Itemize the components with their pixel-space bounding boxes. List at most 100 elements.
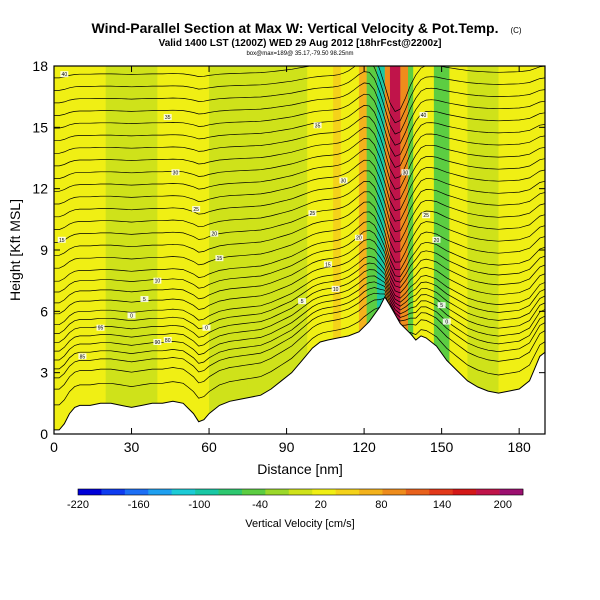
contour-label-box (140, 296, 149, 303)
colorbar-swatch (78, 489, 102, 495)
contour-label-box (171, 169, 180, 176)
contour-label-box (96, 324, 105, 331)
contour-label-box (127, 312, 136, 319)
theta-contour-line (54, 229, 545, 293)
colorbar-swatch (476, 489, 500, 495)
colorbar-tick-label: -40 (252, 499, 268, 511)
colorbar-tick-label: 200 (494, 499, 512, 511)
theta-contour-line (54, 170, 545, 232)
copyright-mark: (C) (510, 26, 521, 35)
x-tick-label: 180 (507, 439, 531, 455)
contour-label-box (442, 318, 451, 325)
colorbar-swatch (171, 489, 196, 495)
colorbar-tick-label: 140 (433, 499, 451, 511)
contour-label: 20 (434, 238, 440, 244)
contour-label: 5 (301, 299, 304, 305)
x-tick-label: 60 (201, 439, 217, 455)
theta-contour-line (54, 149, 545, 212)
contour-label: 10 (155, 279, 161, 285)
contour-label: 35 (315, 123, 321, 129)
theta-contour-line (54, 191, 545, 253)
theta-contour-line (54, 66, 545, 112)
contour-label-box (432, 236, 441, 243)
contour-label-box (419, 112, 428, 119)
contour-label-box (354, 234, 363, 241)
x-axis: 0 30 60 90 120 150 180 (50, 66, 531, 455)
colorbar-swatch (312, 489, 336, 495)
contour-label-box (323, 261, 332, 268)
x-tick-label: 0 (50, 439, 58, 455)
theta-contour-line (54, 275, 545, 352)
contour-label: 40 (62, 72, 68, 78)
contour-label-box (215, 255, 224, 262)
colorbar-swatch (405, 489, 430, 495)
theta-contour-line (54, 105, 545, 168)
theta-contour-line (54, 221, 545, 282)
colorbar-tick-label: 20 (315, 499, 327, 511)
contour-label: 15 (59, 238, 65, 244)
contour-label-box (210, 230, 219, 237)
contour-label: 80 (165, 338, 171, 344)
contour-label: 95 (98, 326, 104, 332)
contour-label: 85 (80, 354, 86, 360)
theta-contour-line (54, 297, 545, 390)
theta-contour-line (54, 71, 545, 135)
theta-contour-line (54, 116, 545, 179)
colorbar-swatch (241, 489, 266, 495)
velocity-zone (389, 66, 401, 434)
valid-time-line: Valid 1400 LST (1200Z) WED 29 Aug 2012 [… (159, 38, 442, 49)
velocity-zone (105, 66, 158, 434)
velocity-zone (467, 66, 499, 434)
colorbar-tick-label: -160 (128, 499, 150, 511)
y-tick-label: 6 (40, 303, 48, 319)
contour-label-box (313, 122, 322, 129)
colorbar-swatch (382, 489, 407, 495)
colorbar-swatch (452, 489, 477, 495)
contour-label: 20 (211, 232, 217, 238)
contour-label: 25 (193, 207, 199, 213)
contour-label-box (308, 210, 317, 217)
contour-label-box (60, 71, 69, 78)
colorbar-tick-labels: -220 -160 -100 -40 20 80 140 200 (67, 499, 512, 511)
colorbar-tick-label: 80 (375, 499, 387, 511)
contour-label-box (401, 169, 410, 176)
x-tick-label: 90 (279, 439, 295, 455)
y-tick-label: 9 (40, 242, 48, 258)
contour-label: 30 (173, 170, 179, 176)
x-tick-label: 120 (352, 439, 376, 455)
y-tick-label: 15 (32, 119, 48, 135)
theta-contour-line (54, 255, 545, 326)
velocity-zone (157, 66, 210, 434)
colorbar-swatch (124, 489, 149, 495)
contour-label-box (78, 353, 87, 360)
terrain-mask (54, 295, 545, 434)
contour-label: 0 (445, 320, 448, 326)
colorbar-swatch (359, 489, 383, 495)
contour-label: 5 (440, 303, 443, 309)
contour-label-box (202, 324, 211, 331)
contour-label-box (163, 336, 172, 343)
y-tick-label: 3 (40, 365, 48, 381)
y-axis-label: Height [Kft MSL] (7, 199, 23, 301)
theta-contour-line (54, 181, 545, 243)
contour-label-box (163, 114, 172, 121)
colorbar-swatch (288, 489, 313, 495)
velocity-zone (400, 66, 409, 434)
theta-contour-line (54, 93, 545, 157)
contour-label-box (437, 302, 446, 309)
colorbar-swatch (218, 489, 243, 495)
contour-label-box (153, 277, 162, 284)
chart-title: Wind-Parallel Section at Max W: Vertical… (91, 20, 498, 36)
contour-label: 0 (205, 326, 208, 332)
colorbar-swatch (499, 489, 524, 495)
y-tick-label: 18 (32, 58, 48, 74)
contour-label: 30 (341, 178, 347, 184)
contour-label: 25 (310, 211, 316, 217)
contour-label: 35 (165, 115, 171, 121)
contour-label-box (298, 298, 307, 305)
theta-contour-line (54, 211, 545, 271)
theta-contour-line (54, 127, 545, 190)
colorbar-swatch (265, 489, 290, 495)
theta-contour-line (54, 262, 545, 334)
contour-label-box (57, 236, 66, 243)
